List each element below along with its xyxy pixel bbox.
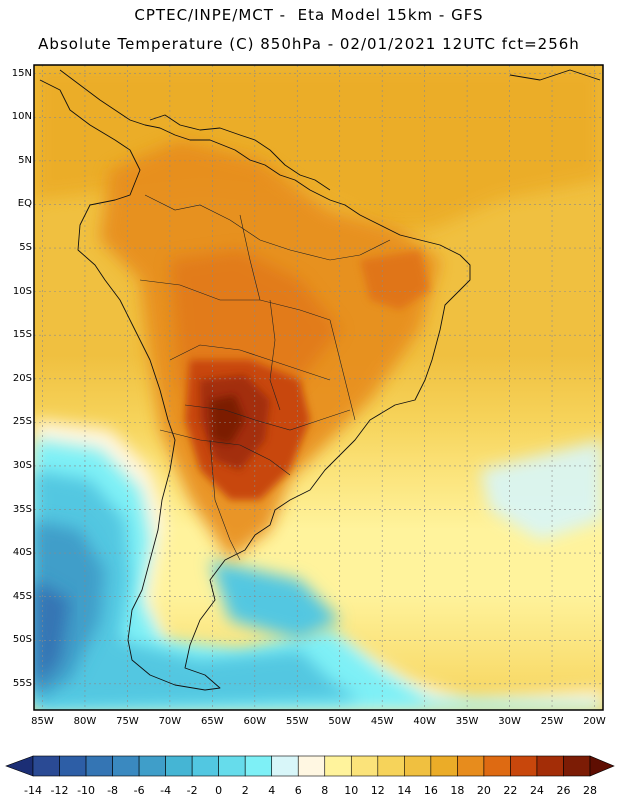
colorbar-tick-label: -6 [133, 784, 145, 797]
colorbar-tick-label: 20 [476, 784, 491, 797]
colorbar-swatch [165, 755, 193, 777]
colorbar-swatch [191, 755, 219, 777]
colorbar-swatch [271, 755, 299, 777]
map-frame [33, 64, 604, 711]
colorbar-swatch [244, 755, 273, 777]
colorbar-tick-label: -4 [160, 784, 172, 797]
colorbar-tick-label: 4 [268, 784, 276, 797]
longitude-label: 30W [498, 716, 521, 727]
latitude-label: 5S [19, 242, 32, 254]
colorbar-tick-label: 28 [583, 784, 597, 797]
colorbar-swatch [218, 755, 246, 777]
latitude-label: EQ [17, 198, 32, 210]
country-borders [139, 194, 391, 561]
longitude-label: 70W [158, 716, 182, 727]
colorbar-swatch [377, 755, 405, 777]
latitude-label: 35S [12, 503, 32, 515]
colorbar-over-arrow [589, 755, 615, 777]
colorbar-tick-label: 2 [241, 784, 249, 797]
longitude-label: 50W [328, 716, 352, 727]
colorbar-tick-label: 26 [556, 784, 571, 797]
latitude-label: 55S [12, 677, 32, 689]
colorbar-swatch [138, 755, 166, 777]
latitude-label: 45S [12, 590, 32, 602]
colorbar-swatch [563, 755, 591, 777]
colorbar-swatch [297, 755, 326, 777]
colorbar-swatch [483, 755, 511, 777]
colorbar-tick-label: 22 [503, 784, 518, 797]
colorbar-tick-label: 24 [529, 784, 544, 797]
colorbar-tick-label: 10 [344, 784, 359, 797]
colorbar-tick-label: 6 [294, 784, 302, 797]
title-line-2: Absolute Temperature (C) 850hPa - 02/01/… [38, 35, 580, 53]
latitude-label: 30S [12, 459, 32, 471]
colorbar-swatch [430, 755, 458, 777]
colorbar-under-arrow [5, 755, 34, 777]
latitude-label: 50S [12, 634, 32, 646]
colorbar-tick-label: 12 [370, 784, 385, 797]
coastline [39, 69, 601, 691]
colorbar-swatch [350, 755, 379, 777]
title-line-1: CPTEC/INPE/MCT - Eta Model 15km - GFS [134, 6, 484, 24]
longitude-label: 25W [540, 716, 564, 727]
latitude-label: 20S [12, 372, 32, 384]
colorbar-tick-label: -2 [186, 784, 198, 797]
longitude-label: 85W [31, 716, 54, 727]
latitude-label: 25S [12, 416, 32, 428]
colorbar-tick-label: 0 [215, 784, 223, 797]
latitude-label: 40S [12, 547, 32, 559]
longitude-label: 35W [455, 716, 479, 727]
longitude-label: 45W [370, 716, 394, 727]
longitude-label: 75W [116, 716, 139, 727]
colorbar-swatch [404, 755, 432, 777]
colorbar-tick-label: -8 [107, 784, 119, 797]
colorbar [5, 755, 615, 777]
colorbar-swatch [32, 755, 60, 777]
colorbar-swatch [59, 755, 87, 777]
colorbar-tick-label: -14 [24, 784, 42, 797]
latitude-label: 10S [12, 285, 32, 297]
latitude-label: 15S [12, 329, 32, 341]
longitude-label: 60W [243, 716, 267, 727]
colorbar-tick-label: 14 [397, 784, 412, 797]
latitude-label: 5N [18, 154, 32, 166]
colorbar-tick-label: -12 [50, 784, 69, 797]
longitude-label: 80W [73, 716, 97, 727]
colorbar-tick-label: 18 [450, 784, 465, 797]
longitude-label: 55W [285, 716, 309, 727]
colorbar-tick-label: 16 [423, 784, 438, 797]
longitude-label: 20W [583, 716, 606, 727]
colorbar-swatch [536, 755, 564, 777]
colorbar-swatch [324, 755, 352, 777]
colorbar-tick-label: 8 [321, 784, 329, 797]
longitude-label: 40W [413, 716, 436, 727]
latitude-label: 10N [11, 111, 32, 123]
colorbar-swatch [457, 755, 485, 777]
colorbar-swatch [112, 755, 140, 777]
colorbar-swatch [510, 755, 538, 777]
colorbar-swatch [85, 755, 113, 777]
longitude-label: 65W [201, 716, 224, 727]
colorbar-tick-label: -10 [77, 784, 96, 797]
latitude-label: 15N [11, 67, 32, 79]
temperature-field [34, 65, 603, 710]
